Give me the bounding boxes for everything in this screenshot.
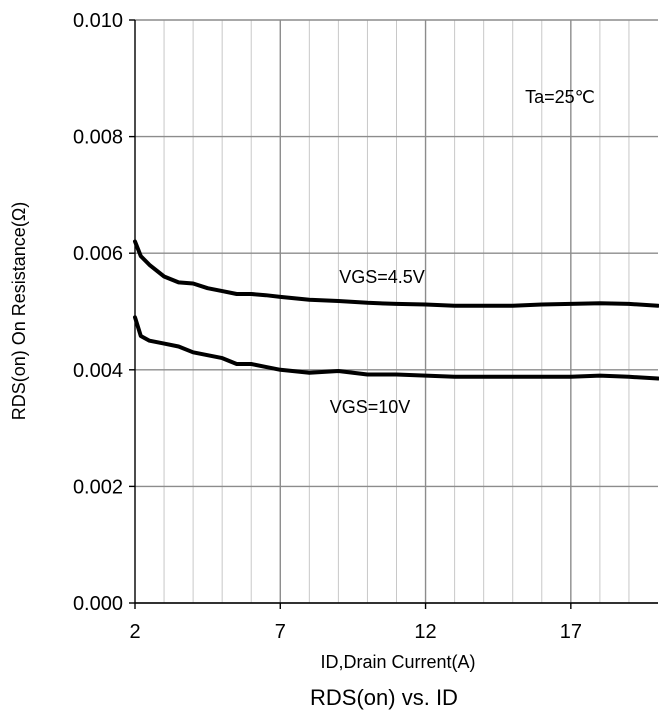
x-tick-label: 12: [414, 621, 436, 643]
series-line-vgs-4-5v: [133, 239, 659, 308]
x-axis-title: ID,Drain Current(A): [320, 652, 475, 672]
y-tick-label: 0.006: [73, 243, 123, 265]
y-axis-title: RDS(on) On Resistance(Ω): [9, 202, 29, 421]
y-tick-label: 0.010: [73, 10, 123, 32]
chart-title: RDS(on) vs. ID: [310, 685, 458, 710]
series-label-vgs-4-5v: VGS=4.5V: [339, 267, 425, 287]
series-line-vgs-10v: [133, 315, 659, 381]
y-tick-label: 0.002: [73, 476, 123, 498]
tick-labels: 0.000 0.002 0.004 0.006 0.008 0.010 2 7 12 17: [73, 10, 582, 643]
series-layer: [133, 239, 659, 381]
x-tick-label: 7: [275, 621, 286, 643]
y-tick-label: 0.000: [73, 593, 123, 615]
series-label-vgs-10v: VGS=10V: [330, 397, 411, 417]
annotation-ta: Ta=25℃: [525, 87, 595, 107]
y-tick-label: 0.008: [73, 127, 123, 149]
grid: [129, 19, 658, 609]
x-tick-label: 2: [129, 621, 140, 643]
y-tick-label: 0.004: [73, 360, 123, 382]
x-tick-label: 17: [560, 621, 582, 643]
